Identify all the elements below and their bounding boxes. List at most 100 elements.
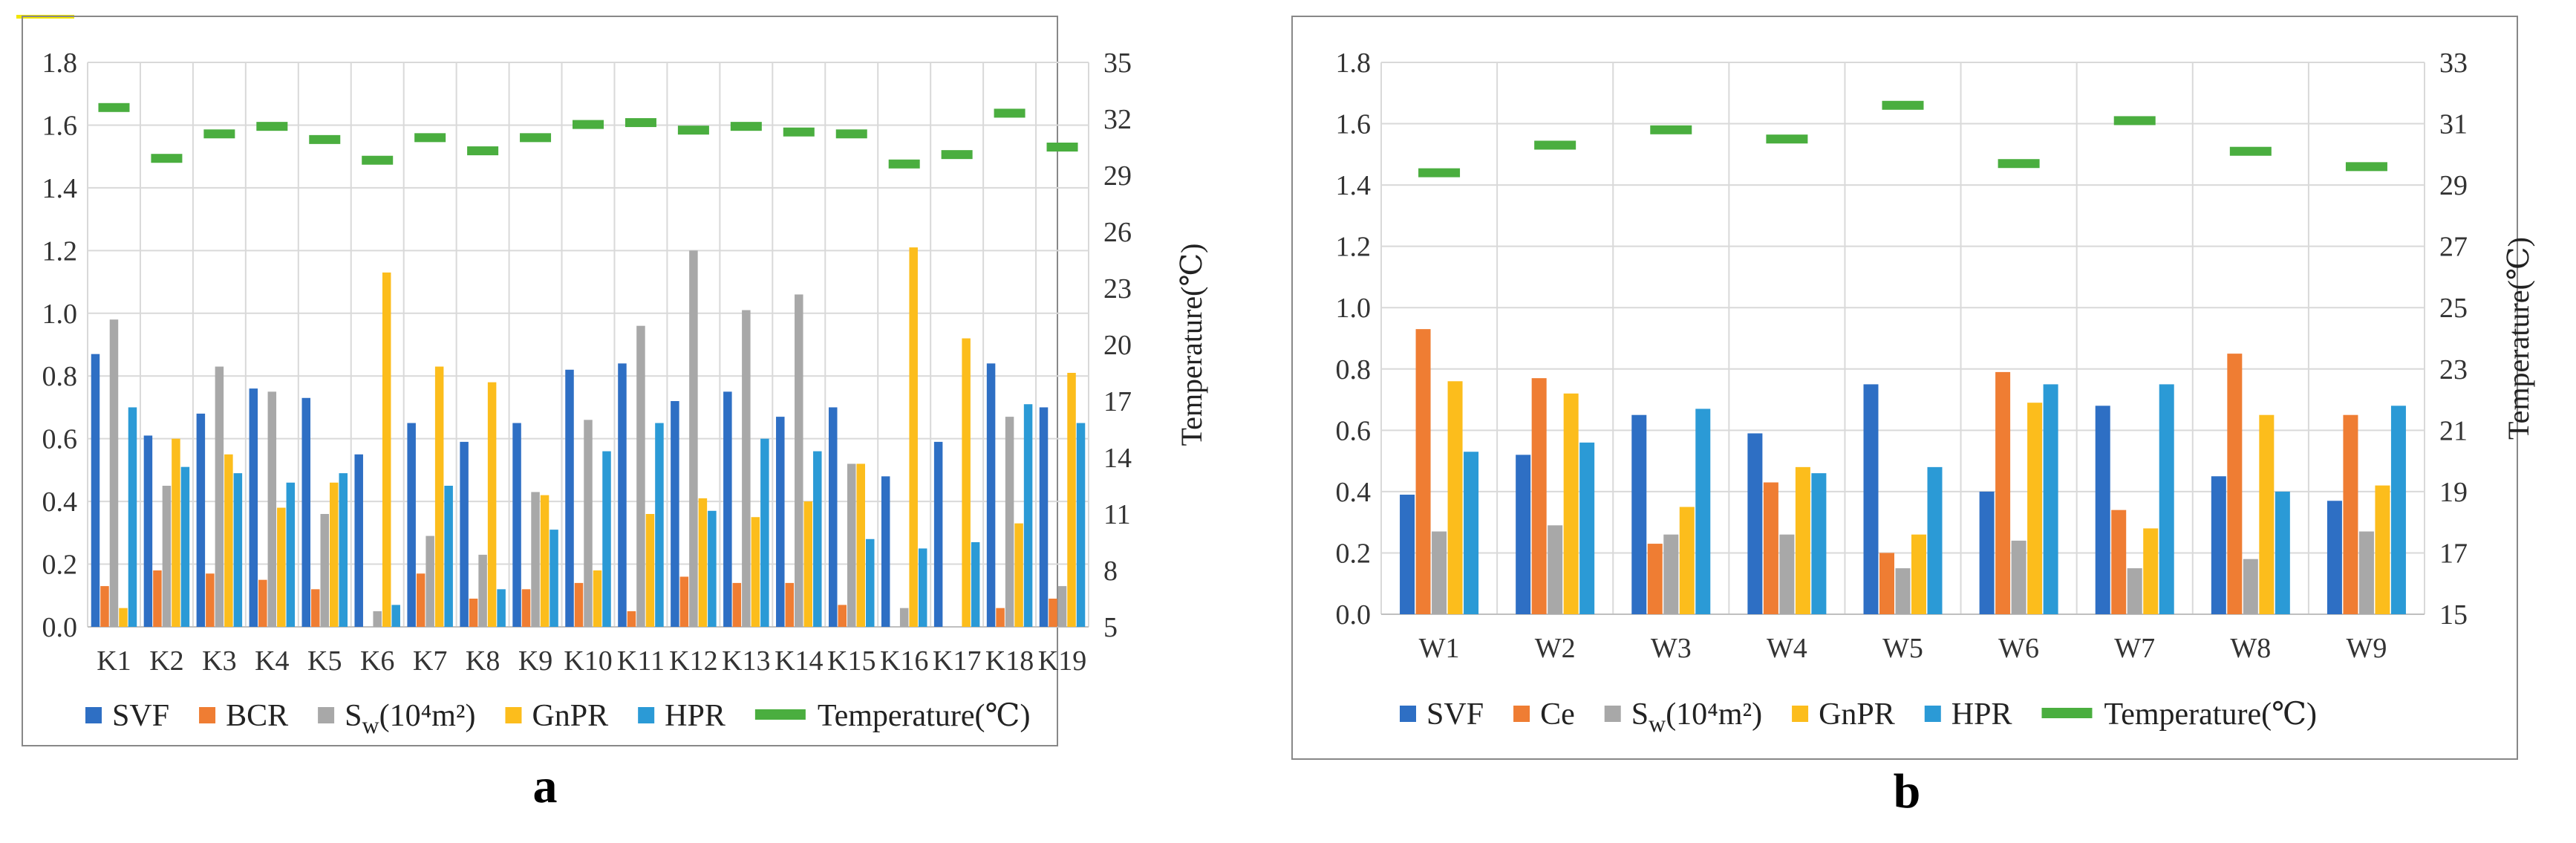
y2-tick-label: 5 — [1103, 612, 1118, 643]
bar-hpr-k11 — [655, 423, 664, 627]
bar-gnpr-k7 — [434, 366, 444, 627]
temperature-marker-k7 — [414, 133, 446, 143]
y-tick-label: 0.8 — [42, 361, 78, 392]
bar-gnpr-k4 — [277, 507, 286, 627]
y2-tick-label: 35 — [1103, 48, 1132, 79]
x-tick-label: W4 — [1767, 633, 1807, 664]
y2-tick-label: 32 — [1103, 104, 1132, 135]
y2-tick-label: 19 — [2439, 477, 2468, 508]
bar-bcr-k1 — [100, 586, 109, 627]
y-tick-label: 0.8 — [1336, 354, 1372, 385]
y-tick-label: 0.4 — [42, 486, 78, 518]
y2-tick-label: 8 — [1103, 556, 1118, 587]
legend-swatch-temperature — [2041, 708, 2093, 718]
temperature-marker-k2 — [151, 154, 183, 163]
temperature-marker-w2 — [1534, 140, 1576, 150]
bar-hpr-k12 — [708, 510, 717, 627]
temperature-marker-k13 — [730, 122, 762, 131]
x-tick-label: W5 — [1882, 633, 1923, 664]
y-tick-label: 0.6 — [1336, 415, 1372, 446]
bar-svf-k11 — [618, 363, 627, 627]
y-tick-label: 1.0 — [42, 299, 78, 330]
y-tick-label: 0.4 — [1336, 477, 1372, 508]
bar-hpr-k6 — [391, 605, 400, 627]
bar-gnpr-w3 — [1679, 507, 1695, 614]
x-tick-label: K3 — [202, 645, 236, 677]
bar-hpr-k1 — [128, 407, 137, 627]
legend-label-svf: SVF — [1426, 697, 1484, 732]
bar-bcr-k7 — [416, 573, 425, 627]
bar-hpr-w3 — [1695, 409, 1711, 614]
bar-gnpr-k2 — [172, 438, 180, 627]
temperature-marker-k14 — [783, 127, 815, 137]
bar-gnpr-k10 — [593, 570, 602, 627]
x-tick-label: K16 — [880, 645, 928, 677]
bar-sw-k5 — [320, 514, 330, 627]
bar-bcr-k8 — [469, 599, 478, 627]
legend-label-part: S — [345, 699, 362, 733]
temperature-marker-k5 — [309, 134, 341, 144]
legend-label-sw: Sw(10⁴m²) — [345, 699, 475, 738]
bar-svf-k17 — [933, 441, 943, 627]
x-tick-label: K15 — [827, 645, 875, 677]
legend-label-temperature: Temperature(℃) — [2104, 697, 2317, 732]
chart-panel-b: 0.0 0.2 0.4 0.6 0.8 1.0 1.2 1.4 1.6 1.8 15 17 19 21 23… — [1291, 16, 2535, 818]
bar-sw-w6 — [2011, 540, 2026, 614]
bar-sw-k7 — [425, 536, 434, 627]
x-tick-label: K18 — [985, 645, 1034, 677]
bar-gnpr-k13 — [751, 517, 760, 627]
bar-sw-k10 — [584, 420, 593, 627]
bar-gnpr-w2 — [1563, 393, 1579, 614]
bar-hpr-k3 — [233, 473, 243, 627]
y2-tick-label: 26 — [1103, 217, 1132, 248]
bar-gnpr-w6 — [2027, 403, 2043, 614]
x-tick-label: K7 — [413, 645, 447, 677]
bar-gnpr-w5 — [1911, 534, 1926, 614]
temperature-marker-w7 — [2113, 116, 2156, 126]
bar-sw-w5 — [1895, 568, 1911, 614]
y-tick-label: 0.0 — [42, 612, 78, 643]
legend-label-part: (10⁴m²) — [379, 699, 476, 733]
bar-sw-k11 — [636, 325, 645, 627]
y-tick-label: 0.6 — [42, 424, 78, 455]
bar-sw-k15 — [847, 463, 856, 627]
bar-bcr-k11 — [627, 611, 636, 627]
y2-tick-label: 14 — [1103, 443, 1132, 474]
legend-label-hpr: HPR — [1951, 697, 2012, 732]
bar-gnpr-k3 — [224, 454, 233, 627]
bar-svf-w3 — [1631, 414, 1647, 614]
y-tick-label: 0.2 — [1336, 538, 1372, 569]
y2-tick-label: 20 — [1103, 330, 1132, 361]
bar-hpr-k13 — [760, 438, 769, 627]
temperature-marker-k17 — [941, 150, 973, 160]
bar-gnpr-k9 — [540, 495, 550, 627]
bar-gnpr-w4 — [1795, 466, 1810, 614]
bar-hpr-k8 — [497, 589, 506, 627]
y2-axis-title: Temperature(℃) — [1175, 244, 1208, 446]
bar-svf-k18 — [986, 363, 996, 627]
legend-swatch-svf — [1400, 706, 1416, 722]
x-tick-label: W9 — [2347, 633, 2387, 664]
bar-gnpr-k11 — [645, 514, 655, 627]
bar-svf-k10 — [565, 369, 574, 627]
bar-bcr-k15 — [838, 605, 847, 627]
bar-sw-k14 — [795, 294, 803, 627]
bar-sw-k19 — [1057, 586, 1067, 627]
temperature-marker-k19 — [1046, 143, 1078, 152]
bar-hpr-k14 — [813, 451, 822, 627]
legend-label-bcr: BCR — [226, 699, 288, 733]
bar-ce-w7 — [2111, 510, 2127, 614]
y2-tick-label: 17 — [2439, 538, 2468, 569]
x-tick-label: K11 — [617, 645, 665, 677]
x-tick-label: K17 — [933, 645, 981, 677]
bar-bcr-k10 — [574, 582, 584, 627]
x-tick-label: K8 — [466, 645, 500, 677]
bar-sw-k16 — [899, 608, 909, 627]
bar-sw-w2 — [1548, 525, 1563, 614]
bar-hpr-w6 — [2043, 384, 2058, 614]
y-tick-label: 1.6 — [42, 110, 78, 141]
bar-ce-w9 — [2343, 414, 2358, 614]
bar-hpr-k7 — [444, 486, 453, 627]
bar-svf-w4 — [1747, 433, 1763, 614]
